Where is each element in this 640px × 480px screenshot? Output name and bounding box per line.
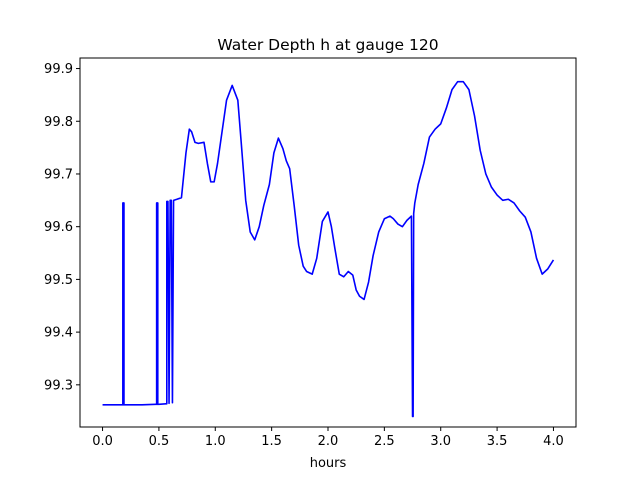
y-tick-label: 99.6 (44, 220, 73, 235)
y-tick-label: 99.5 (44, 273, 73, 288)
y-tick-label: 99.4 (44, 326, 73, 341)
plot-frame (79, 57, 577, 428)
y-tick-label: 99.9 (44, 62, 73, 77)
x-axis-label: hours (310, 456, 347, 471)
x-tick-label: 3.0 (430, 434, 451, 449)
x-axis: 0.0 0.5 1.0 1.5 2.0 2.5 3.0 3.5 4.0 (92, 427, 564, 449)
y-tick-label: 99.8 (44, 115, 73, 130)
y-tick-label: 99.3 (44, 378, 73, 393)
plot-area (102, 80, 555, 418)
chart-title: Water Depth h at gauge 120 (217, 36, 438, 54)
y-axis: 99.3 99.4 99.5 99.6 99.7 99.8 99.9 (44, 62, 80, 393)
x-tick-label: 3.5 (487, 434, 508, 449)
series-line-1 (102, 80, 555, 418)
x-tick-label: 4.0 (543, 434, 564, 449)
x-tick-label: 0.0 (92, 434, 113, 449)
x-tick-label: 1.5 (261, 434, 282, 449)
y-tick-label: 99.7 (44, 167, 73, 182)
x-tick-label: 2.0 (318, 434, 339, 449)
x-tick-label: 0.5 (149, 434, 170, 449)
x-tick-label: 2.5 (374, 434, 395, 449)
x-tick-label: 1.0 (205, 434, 226, 449)
